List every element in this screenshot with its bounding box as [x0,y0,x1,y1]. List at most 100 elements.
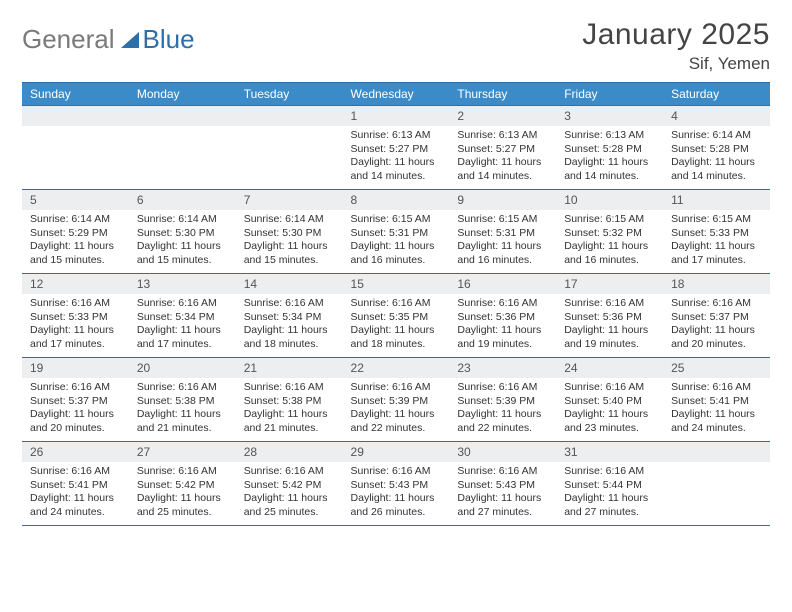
day-number: 31 [556,442,663,462]
title-block: January 2025 Sif, Yemen [582,18,770,74]
calendar-cell: 14Sunrise: 6:16 AMSunset: 5:34 PMDayligh… [236,274,343,358]
calendar-cell: 29Sunrise: 6:16 AMSunset: 5:43 PMDayligh… [343,442,450,526]
day-number: 19 [22,358,129,378]
day-number: 23 [449,358,556,378]
calendar-cell: 27Sunrise: 6:16 AMSunset: 5:42 PMDayligh… [129,442,236,526]
day-number: 4 [663,106,770,126]
day-details: Sunrise: 6:13 AMSunset: 5:27 PMDaylight:… [449,126,556,188]
day-number: 7 [236,190,343,210]
day-details: Sunrise: 6:16 AMSunset: 5:38 PMDaylight:… [236,378,343,440]
calendar-cell: 24Sunrise: 6:16 AMSunset: 5:40 PMDayligh… [556,358,663,442]
calendar-table: SundayMondayTuesdayWednesdayThursdayFrid… [22,82,770,526]
day-details: Sunrise: 6:16 AMSunset: 5:39 PMDaylight:… [449,378,556,440]
calendar-week-row: 5Sunrise: 6:14 AMSunset: 5:29 PMDaylight… [22,190,770,274]
day-details: Sunrise: 6:16 AMSunset: 5:39 PMDaylight:… [343,378,450,440]
day-header: Saturday [663,83,770,106]
location-subtitle: Sif, Yemen [582,54,770,74]
day-number: 28 [236,442,343,462]
day-number: 25 [663,358,770,378]
calendar-cell: 20Sunrise: 6:16 AMSunset: 5:38 PMDayligh… [129,358,236,442]
logo-text-general: General [22,24,115,55]
day-details: Sunrise: 6:15 AMSunset: 5:33 PMDaylight:… [663,210,770,272]
calendar-body: 1Sunrise: 6:13 AMSunset: 5:27 PMDaylight… [22,106,770,526]
day-details: Sunrise: 6:14 AMSunset: 5:30 PMDaylight:… [236,210,343,272]
day-number: 9 [449,190,556,210]
calendar-cell: 5Sunrise: 6:14 AMSunset: 5:29 PMDaylight… [22,190,129,274]
day-number: 6 [129,190,236,210]
calendar-cell: 16Sunrise: 6:16 AMSunset: 5:36 PMDayligh… [449,274,556,358]
calendar-week-row: 26Sunrise: 6:16 AMSunset: 5:41 PMDayligh… [22,442,770,526]
day-details: Sunrise: 6:16 AMSunset: 5:41 PMDaylight:… [22,462,129,524]
calendar-week-row: 12Sunrise: 6:16 AMSunset: 5:33 PMDayligh… [22,274,770,358]
day-details: Sunrise: 6:16 AMSunset: 5:44 PMDaylight:… [556,462,663,524]
day-details: Sunrise: 6:16 AMSunset: 5:38 PMDaylight:… [129,378,236,440]
calendar-cell: 2Sunrise: 6:13 AMSunset: 5:27 PMDaylight… [449,106,556,190]
day-number-empty [129,106,236,126]
day-details: Sunrise: 6:16 AMSunset: 5:43 PMDaylight:… [449,462,556,524]
calendar-cell: 11Sunrise: 6:15 AMSunset: 5:33 PMDayligh… [663,190,770,274]
day-number: 18 [663,274,770,294]
logo-sail-icon [119,30,141,50]
calendar-cell: 12Sunrise: 6:16 AMSunset: 5:33 PMDayligh… [22,274,129,358]
day-details: Sunrise: 6:16 AMSunset: 5:40 PMDaylight:… [556,378,663,440]
logo: General Blue [22,18,195,55]
day-number: 14 [236,274,343,294]
day-number: 15 [343,274,450,294]
calendar-cell [236,106,343,190]
calendar-cell: 21Sunrise: 6:16 AMSunset: 5:38 PMDayligh… [236,358,343,442]
calendar-cell: 15Sunrise: 6:16 AMSunset: 5:35 PMDayligh… [343,274,450,358]
calendar-cell: 19Sunrise: 6:16 AMSunset: 5:37 PMDayligh… [22,358,129,442]
day-header: Friday [556,83,663,106]
day-details: Sunrise: 6:14 AMSunset: 5:30 PMDaylight:… [129,210,236,272]
day-number: 10 [556,190,663,210]
calendar-cell [129,106,236,190]
day-header: Wednesday [343,83,450,106]
day-details: Sunrise: 6:16 AMSunset: 5:42 PMDaylight:… [129,462,236,524]
day-number: 27 [129,442,236,462]
calendar-cell: 6Sunrise: 6:14 AMSunset: 5:30 PMDaylight… [129,190,236,274]
day-number: 13 [129,274,236,294]
page-title: January 2025 [582,18,770,52]
calendar-cell: 13Sunrise: 6:16 AMSunset: 5:34 PMDayligh… [129,274,236,358]
calendar-cell: 30Sunrise: 6:16 AMSunset: 5:43 PMDayligh… [449,442,556,526]
day-details: Sunrise: 6:16 AMSunset: 5:33 PMDaylight:… [22,294,129,356]
day-number: 5 [22,190,129,210]
day-number: 17 [556,274,663,294]
header: General Blue January 2025 Sif, Yemen [22,18,770,74]
day-details: Sunrise: 6:15 AMSunset: 5:31 PMDaylight:… [343,210,450,272]
day-details: Sunrise: 6:16 AMSunset: 5:35 PMDaylight:… [343,294,450,356]
day-details: Sunrise: 6:13 AMSunset: 5:28 PMDaylight:… [556,126,663,188]
calendar-cell [22,106,129,190]
day-header: Monday [129,83,236,106]
day-number: 21 [236,358,343,378]
day-number: 3 [556,106,663,126]
calendar-cell: 26Sunrise: 6:16 AMSunset: 5:41 PMDayligh… [22,442,129,526]
day-number: 16 [449,274,556,294]
calendar-head: SundayMondayTuesdayWednesdayThursdayFrid… [22,83,770,106]
day-number: 20 [129,358,236,378]
day-details: Sunrise: 6:16 AMSunset: 5:36 PMDaylight:… [449,294,556,356]
calendar-cell [663,442,770,526]
day-details: Sunrise: 6:14 AMSunset: 5:28 PMDaylight:… [663,126,770,188]
day-details: Sunrise: 6:16 AMSunset: 5:42 PMDaylight:… [236,462,343,524]
day-details: Sunrise: 6:14 AMSunset: 5:29 PMDaylight:… [22,210,129,272]
day-details: Sunrise: 6:16 AMSunset: 5:37 PMDaylight:… [663,294,770,356]
calendar-week-row: 1Sunrise: 6:13 AMSunset: 5:27 PMDaylight… [22,106,770,190]
day-number: 8 [343,190,450,210]
day-details: Sunrise: 6:16 AMSunset: 5:36 PMDaylight:… [556,294,663,356]
calendar-cell: 4Sunrise: 6:14 AMSunset: 5:28 PMDaylight… [663,106,770,190]
day-number: 22 [343,358,450,378]
calendar-week-row: 19Sunrise: 6:16 AMSunset: 5:37 PMDayligh… [22,358,770,442]
calendar-cell: 8Sunrise: 6:15 AMSunset: 5:31 PMDaylight… [343,190,450,274]
day-details: Sunrise: 6:16 AMSunset: 5:41 PMDaylight:… [663,378,770,440]
calendar-cell: 25Sunrise: 6:16 AMSunset: 5:41 PMDayligh… [663,358,770,442]
day-number: 24 [556,358,663,378]
day-number-empty [22,106,129,126]
calendar-cell: 1Sunrise: 6:13 AMSunset: 5:27 PMDaylight… [343,106,450,190]
day-number-empty [663,442,770,462]
calendar-cell: 28Sunrise: 6:16 AMSunset: 5:42 PMDayligh… [236,442,343,526]
calendar-cell: 7Sunrise: 6:14 AMSunset: 5:30 PMDaylight… [236,190,343,274]
day-details: Sunrise: 6:16 AMSunset: 5:34 PMDaylight:… [236,294,343,356]
day-header: Sunday [22,83,129,106]
day-details: Sunrise: 6:16 AMSunset: 5:43 PMDaylight:… [343,462,450,524]
